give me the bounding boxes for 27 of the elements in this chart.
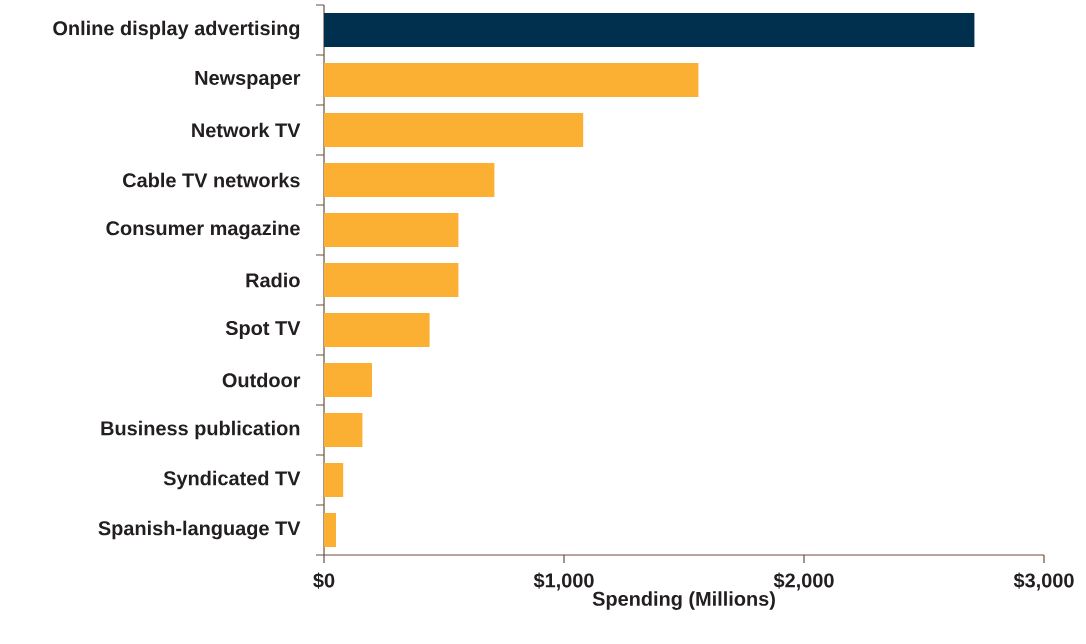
y-tick-label: Consumer magazine: [106, 220, 300, 240]
bar: [324, 113, 584, 147]
y-tick-label: Newspaper: [195, 71, 301, 89]
x-axis-title: Spending (Millions): [592, 591, 775, 610]
y-tick-label: Spanish-language TV: [98, 520, 301, 540]
bar: [324, 13, 975, 47]
y-tick-label: Outdoor: [222, 372, 301, 388]
bar: [324, 413, 363, 447]
bar: [324, 163, 495, 197]
y-tick-label: Spot TV: [225, 320, 301, 340]
x-tick-label: $0: [313, 572, 335, 589]
bar: [324, 513, 336, 548]
y-tick-label: Online display advertising: [53, 20, 300, 40]
y-tick-label: Network TV: [192, 122, 301, 138]
bar: [324, 213, 459, 247]
bar: [324, 263, 459, 297]
x-tick-label: $2,000: [773, 572, 834, 591]
x-tick-label: $1,000: [533, 572, 594, 591]
bar: [324, 363, 372, 397]
y-tick-label: Syndicated TV: [163, 470, 301, 490]
y-tick-label: Radio: [246, 272, 300, 288]
bar: [324, 313, 430, 347]
y-tick-label: Business publication: [101, 420, 300, 440]
bar: [324, 463, 344, 498]
bar: [324, 63, 699, 97]
y-tick-label: Cable TV networks: [123, 172, 300, 188]
x-tick-label: $3,000: [1013, 572, 1074, 591]
